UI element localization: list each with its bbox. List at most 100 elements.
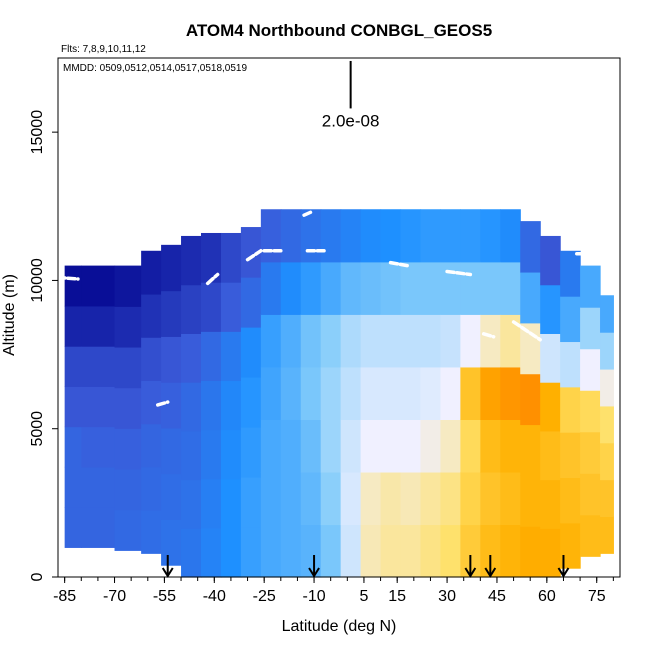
- heatmap-cell: [280, 261, 302, 315]
- heatmap-cell: [600, 442, 614, 481]
- heatmap-cell: [580, 265, 601, 308]
- flight-track-segment: [56, 275, 80, 281]
- heatmap-cell: [141, 466, 162, 511]
- heatmap-cell: [360, 314, 382, 368]
- heatmap-cell: [400, 366, 422, 420]
- heatmap-cell: [141, 293, 162, 338]
- heatmap-cell: [320, 524, 342, 578]
- heatmap-cell: [300, 314, 322, 368]
- heatmap-cell: [114, 428, 142, 470]
- heatmap-cell: [500, 209, 521, 263]
- heatmap-cell: [141, 510, 162, 554]
- heatmap-cell: [500, 524, 521, 578]
- flight-track-segment: [388, 260, 409, 268]
- heatmap-cell: [300, 366, 322, 420]
- heatmap-cell: [81, 346, 116, 387]
- flights-note: Flts: 7,8,9,10,11,12: [61, 44, 146, 55]
- heatmap-cell: [81, 426, 116, 468]
- y-tick-label: 10000: [29, 258, 46, 303]
- heatmap-cell: [520, 221, 541, 273]
- heatmap-cell: [560, 477, 581, 524]
- arrow-marker: [464, 555, 477, 578]
- heatmap-cell: [280, 209, 302, 263]
- heatmap-cell: [240, 477, 262, 528]
- arrow-marker: [308, 555, 320, 578]
- heatmap-cell: [600, 405, 614, 444]
- heatmap-cell: [560, 341, 581, 388]
- heatmap-cell: [280, 419, 302, 473]
- heatmap-cell: [380, 366, 402, 420]
- heatmap-cell: [460, 366, 481, 420]
- x-tick-label: 30: [438, 588, 456, 605]
- heatmap-cell: [320, 261, 342, 315]
- heatmap-cell: [360, 366, 382, 420]
- heatmap-cell: [320, 209, 342, 263]
- heatmap-cell: [200, 478, 222, 529]
- heatmap-cell: [420, 261, 442, 315]
- x-tick-label: -85: [53, 588, 76, 605]
- heatmap-cell: [320, 471, 342, 526]
- scale-bar: 2.0e-08: [322, 60, 380, 130]
- heatmap-cell: [520, 373, 541, 426]
- heatmap-cell: [420, 419, 442, 473]
- heatmap-cell: [480, 419, 501, 473]
- heatmap-cell: [400, 419, 422, 473]
- arrow-marker: [484, 555, 497, 578]
- heatmap-cell: [141, 423, 162, 468]
- heatmap-cell: [480, 314, 501, 368]
- heatmap-cell: [440, 524, 461, 578]
- heatmap-cell: [560, 522, 581, 569]
- heatmap-cell: [280, 471, 302, 526]
- x-tick-label: -70: [103, 588, 126, 605]
- x-tick-label: 15: [388, 588, 406, 605]
- heatmap-cell: [81, 507, 116, 548]
- heatmap-cell: [200, 282, 222, 332]
- heatmap-cell: [240, 277, 262, 328]
- x-tick-label: 45: [488, 588, 506, 605]
- scale-bar-label: 2.0e-08: [322, 111, 380, 130]
- heatmap-cell: [64, 507, 82, 548]
- heatmap-cell: [260, 261, 282, 315]
- heatmap-cell: [114, 387, 142, 429]
- heatmap-cell: [540, 333, 561, 383]
- heatmap-cell: [300, 524, 322, 578]
- heatmap-cell: [220, 380, 242, 431]
- heatmap-cell: [380, 471, 402, 526]
- heatmap-cell: [64, 426, 82, 468]
- heatmap-cell: [161, 244, 182, 292]
- heatmap-cell: [580, 473, 601, 516]
- heatmap-cell: [500, 366, 521, 420]
- heatmap-cell: [580, 390, 601, 433]
- flight-tracks: [56, 210, 592, 407]
- heatmap-cell: [400, 524, 422, 578]
- y-axis-label: Altitude (m): [1, 274, 18, 356]
- heatmap-cell: [440, 419, 461, 473]
- heatmap-cell: [161, 336, 182, 383]
- heatmap-cell: [460, 419, 481, 473]
- heatmap-cell: [400, 471, 422, 526]
- heatmap-cell: [161, 382, 182, 429]
- heatmap-cell: [460, 261, 481, 315]
- heatmap-cell: [540, 382, 561, 432]
- heatmap-cell: [380, 209, 402, 263]
- heatmap-cell: [580, 431, 601, 474]
- flight-track-segment: [109, 251, 127, 265]
- heatmap-cell: [181, 479, 202, 529]
- heatmap-cells: [64, 209, 614, 578]
- heatmap-cell: [420, 366, 442, 420]
- heatmap-cell: [520, 424, 541, 476]
- heatmap-cell: [380, 261, 402, 315]
- heatmap-cell: [360, 524, 382, 578]
- heatmap-cell: [114, 509, 142, 551]
- heatmap-cell: [220, 282, 242, 332]
- heatmap-cell: [560, 250, 581, 297]
- heatmap-cell: [240, 527, 262, 578]
- x-tick-label: 75: [588, 588, 606, 605]
- heatmap-cell: [81, 466, 116, 508]
- heatmap-cell: [220, 429, 242, 480]
- chart-title: ATOM4 Northbound CONBGL_GEOS5: [186, 21, 492, 40]
- x-tick-label: -10: [302, 588, 325, 605]
- heatmap-cell: [81, 386, 116, 428]
- heatmap-cell: [161, 473, 182, 520]
